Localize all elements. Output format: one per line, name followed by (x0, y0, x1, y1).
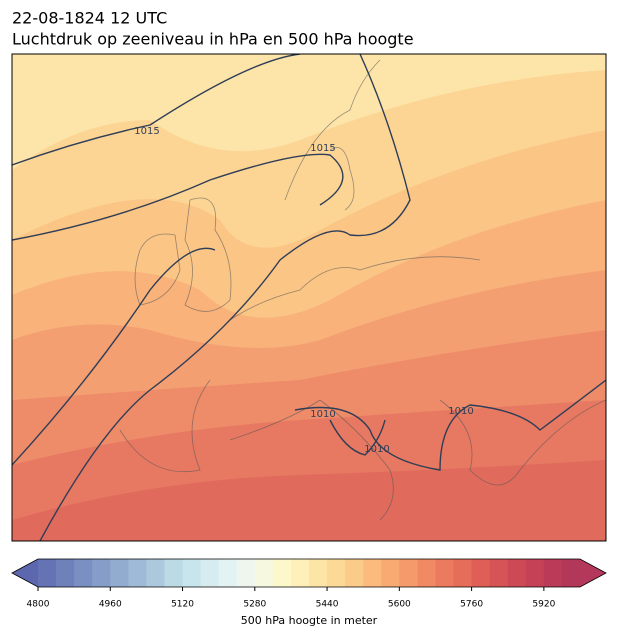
colorbar-segment (38, 559, 57, 587)
colorbar-segment (363, 559, 382, 587)
isobar-label: 1015 (134, 126, 159, 137)
colorbar-tick-label: 5280 (243, 600, 266, 610)
colorbar-segment (92, 559, 111, 587)
colorbar-tick-label: 5120 (171, 600, 194, 610)
colorbar-segment (218, 559, 238, 587)
colorbar-segment (417, 559, 436, 587)
colorbar-segment (110, 559, 129, 587)
colorbar-segment (381, 559, 400, 587)
map-title: Luchtdruk op zeeniveau in hPa en 500 hPa… (12, 30, 414, 49)
colorbar-tick-label: 4800 (27, 600, 50, 610)
colorbar-segment (561, 559, 581, 587)
colorbar-segment (345, 559, 364, 587)
colorbar: 4800 4960 5120 5280 5440 5600 5760 5920 (11, 558, 607, 610)
colorbar-segment (399, 559, 418, 587)
colorbar-segment (507, 559, 527, 587)
colorbar-segment (327, 559, 346, 587)
colorbar-over (580, 559, 606, 587)
colorbar-segment (471, 559, 491, 587)
colorbar-segment (164, 559, 184, 587)
colorbar-tick-label: 5760 (460, 600, 483, 610)
colorbar-under (12, 559, 38, 587)
map-frame (11, 53, 607, 542)
colorbar-segment (435, 559, 455, 587)
isobar-label: 1010 (310, 409, 335, 420)
colorbar-segment (236, 559, 256, 587)
colorbar-segment (254, 559, 274, 587)
isobar-label: 1010 (448, 406, 473, 417)
colorbar-segment (200, 559, 220, 587)
colorbar-tick-label: 5600 (388, 600, 411, 610)
colorbar-segment (272, 559, 292, 587)
colorbar-segment (309, 559, 328, 587)
colorbar-segment (489, 559, 509, 587)
colorbar-segment (56, 559, 75, 587)
isobar-label: 1015 (310, 143, 335, 154)
colorbar-tick-label: 5920 (532, 600, 555, 610)
datetime: 22-08-1824 12 UTC (12, 9, 167, 28)
colorbar-segment (290, 559, 310, 587)
isobar-label: 1010 (364, 444, 389, 455)
colorbar-segment (182, 559, 202, 587)
colorbar-segment (128, 559, 147, 587)
colorbar-tick-label: 4960 (99, 600, 122, 610)
colorbar-segment (453, 559, 473, 587)
colorbar-segment (525, 559, 545, 587)
colorbar-tick-label: 5440 (316, 600, 339, 610)
colorbar-segment (543, 559, 563, 587)
colorbar-segment (74, 559, 93, 587)
map: 1015 1015 1010 1010 1010 (12, 54, 606, 541)
colorbar-label: 500 hPa hoogte in meter (241, 614, 378, 627)
colorbar-segment (146, 559, 165, 587)
